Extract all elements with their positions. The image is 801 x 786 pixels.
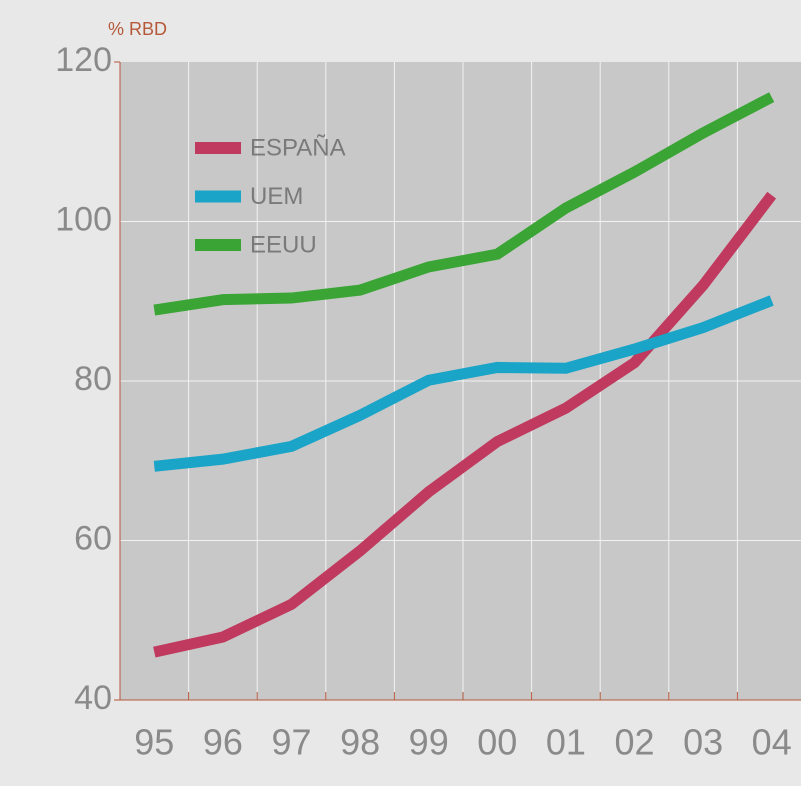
series-line [153, 295, 774, 472]
x-tick-label: 98 [340, 722, 380, 763]
x-tick-label: 03 [683, 722, 723, 763]
y-tick-label: 60 [74, 519, 112, 557]
x-tick-label: 04 [752, 722, 792, 763]
legend-label: ESPAÑA [250, 134, 346, 161]
y-axis-label: % RBD [108, 19, 167, 39]
x-tick-label: 01 [546, 722, 586, 763]
legend-label: UEM [250, 183, 303, 210]
x-tick-label: 97 [271, 722, 311, 763]
legend-label: EEUU [250, 231, 317, 258]
y-tick-label: 100 [55, 200, 112, 238]
x-tick-label: 02 [614, 722, 654, 763]
x-tick-label: 99 [409, 722, 449, 763]
x-tick-label: 95 [134, 722, 174, 763]
series-line [153, 191, 777, 658]
legend-swatch [195, 190, 241, 203]
y-tick-label: 80 [74, 360, 112, 398]
x-tick-label: 00 [477, 722, 517, 763]
legend-swatch [195, 142, 241, 154]
y-tick-label: 120 [55, 41, 112, 79]
y-tick-label: 40 [74, 679, 112, 717]
series-line [153, 92, 775, 316]
x-tick-label: 96 [203, 722, 243, 763]
legend-swatch [195, 239, 241, 251]
